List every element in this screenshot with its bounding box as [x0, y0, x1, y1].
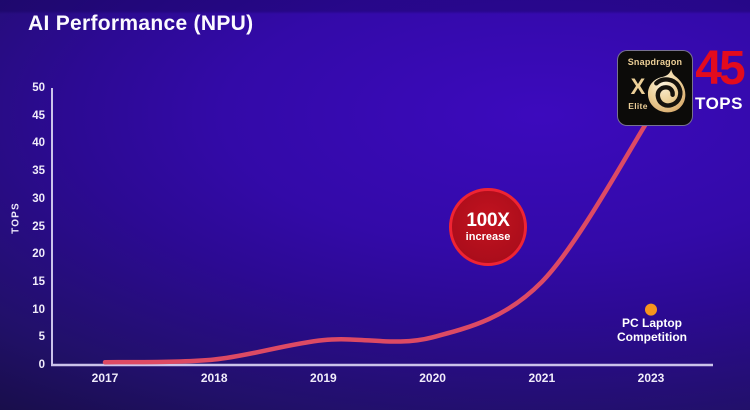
y-tick-label: 10	[32, 303, 45, 316]
competition-annotation: PC Laptop Competition	[587, 316, 717, 344]
peak-unit: TOPS	[695, 94, 743, 113]
snapdragon-tier-label: Elite	[628, 101, 648, 111]
y-tick-label: 30	[32, 192, 45, 205]
peak-annotation: 45 TOPS	[690, 44, 748, 114]
snapdragon-flame-icon	[647, 69, 686, 113]
snapdragon-brand-label: Snapdragon	[627, 57, 683, 67]
y-tick-label: 0	[38, 359, 45, 371]
y-tick-label: 5	[38, 331, 45, 344]
competition-label-line2: Competition	[617, 330, 687, 344]
competition-label-line1: PC Laptop	[622, 316, 682, 330]
page-title: AI Performance (NPU)	[28, 12, 254, 35]
y-tick-label: 20	[32, 248, 45, 261]
x-axis-label: 2019	[310, 371, 337, 385]
snapdragon-series-label: X	[630, 74, 646, 99]
y-tick-label: 25	[32, 220, 45, 233]
snapdragon-badge: Snapdragon X Elite	[617, 50, 693, 126]
increase-badge-value: 100X	[466, 210, 510, 231]
y-tick-label: 15	[32, 275, 45, 288]
x-axis-label: 2020	[419, 371, 446, 385]
y-tick-label: 35	[32, 165, 45, 178]
x-axis-label: 2023	[637, 371, 665, 385]
x-axis-label: 2018	[200, 371, 228, 385]
y-tick-label: 45	[32, 109, 45, 122]
x-axis-label: 2021	[528, 371, 556, 385]
y-tick-label: 50	[32, 82, 45, 94]
trend-line	[102, 113, 654, 365]
peak-value: 45	[695, 42, 745, 95]
increase-badge-label: increase	[465, 231, 511, 243]
y-tick-label: 40	[32, 137, 45, 150]
x-axis-label: 2017	[91, 371, 119, 385]
increase-badge: 100X increase	[449, 188, 527, 266]
competition-dot	[645, 303, 657, 316]
